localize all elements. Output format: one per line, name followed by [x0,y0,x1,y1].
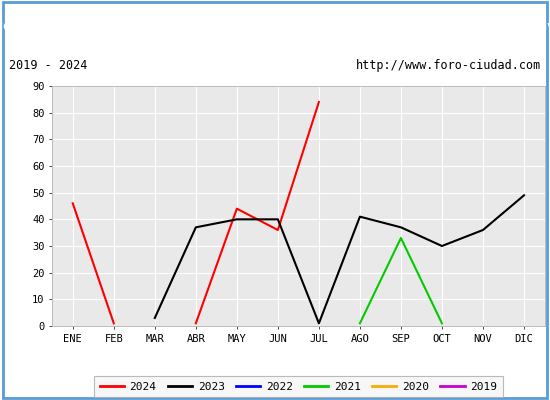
Text: http://www.foro-ciudad.com: http://www.foro-ciudad.com [355,59,541,72]
Legend: 2024, 2023, 2022, 2021, 2020, 2019: 2024, 2023, 2022, 2021, 2020, 2019 [94,376,503,397]
Text: Evolucion Nº Turistas Extranjeros en el municipio de Corral de Calatrava: Evolucion Nº Turistas Extranjeros en el … [0,20,550,32]
Text: 2019 - 2024: 2019 - 2024 [9,59,87,72]
